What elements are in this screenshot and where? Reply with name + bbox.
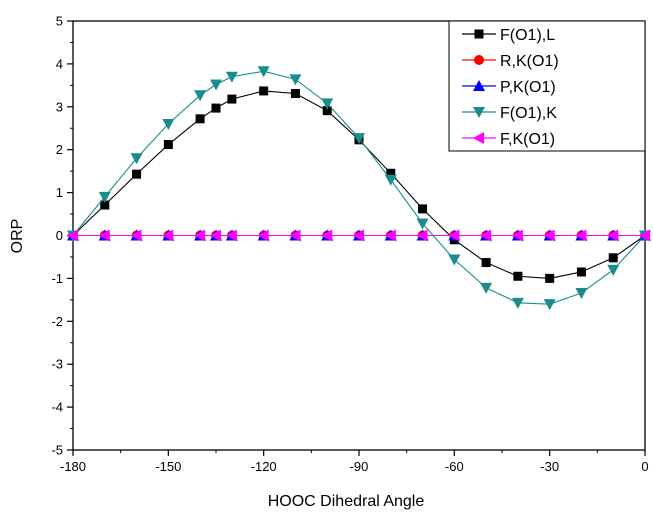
data-point xyxy=(130,229,142,242)
data-point xyxy=(480,282,493,294)
data-point xyxy=(480,229,492,242)
data-point xyxy=(321,229,333,242)
data-point xyxy=(575,287,588,299)
data-point xyxy=(448,229,460,242)
data-point xyxy=(386,168,396,178)
series-line xyxy=(72,90,646,279)
data-point xyxy=(225,229,237,242)
data-point xyxy=(98,229,110,242)
data-point xyxy=(576,267,586,277)
data-point xyxy=(481,258,491,268)
data-point xyxy=(290,89,300,99)
legend: F(O1),L R,K(O1) P,K(O1) F(O1),K F,K(O1) xyxy=(448,20,646,152)
data-point xyxy=(100,200,110,210)
legend-label: R,K(O1) xyxy=(500,53,559,70)
data-point xyxy=(607,229,619,242)
legend-item: F(O1),L xyxy=(462,27,555,44)
data-point xyxy=(289,229,301,242)
y-axis: 5 4 3 2 1 0 -1 -2 -3 -4 -5 xyxy=(51,14,73,458)
data-point xyxy=(225,71,238,83)
data-point xyxy=(98,191,111,203)
data-point xyxy=(353,133,365,145)
legend-item: R,K(O1) xyxy=(462,53,559,70)
x-tick-label: -150 xyxy=(155,459,181,474)
x-tick-label: -60 xyxy=(445,459,464,474)
data-point xyxy=(543,229,555,242)
data-point xyxy=(194,90,207,102)
y-tick-label: 5 xyxy=(56,14,63,29)
legend-marker xyxy=(474,29,484,39)
x-tick-label: -180 xyxy=(60,459,86,474)
series-4 xyxy=(67,229,650,242)
legend-item: P,K(O1) xyxy=(462,79,556,96)
x-tick-label: -90 xyxy=(350,459,369,474)
legend-item: F(O1),K xyxy=(462,105,557,122)
data-point xyxy=(132,169,142,179)
data-point xyxy=(545,273,555,283)
data-point xyxy=(257,66,270,78)
data-point xyxy=(511,229,523,242)
y-tick-label: 3 xyxy=(56,99,63,114)
y-axis-title: ORP xyxy=(9,219,26,254)
x-axis: -180 -150 -120 -90 -60 -30 0 xyxy=(60,450,649,474)
data-point xyxy=(607,264,620,276)
data-point xyxy=(210,79,222,91)
data-point xyxy=(384,174,397,186)
y-tick-label: -4 xyxy=(51,400,63,415)
data-point xyxy=(384,229,396,242)
data-point xyxy=(418,204,428,214)
legend-marker xyxy=(474,55,484,65)
data-point xyxy=(289,74,302,86)
y-tick-label: 1 xyxy=(56,185,63,200)
data-point xyxy=(162,229,174,242)
y-tick-label: -3 xyxy=(51,357,63,372)
legend-label: P,K(O1) xyxy=(500,79,556,96)
legend-label: F,K(O1) xyxy=(500,131,555,148)
data-point xyxy=(321,98,334,110)
data-point xyxy=(211,103,221,113)
y-tick-label: -2 xyxy=(51,314,63,329)
y-tick-label: 0 xyxy=(56,228,63,243)
data-point xyxy=(353,229,364,242)
data-point xyxy=(575,229,587,242)
data-point xyxy=(194,229,206,242)
data-point xyxy=(543,299,556,311)
data-point xyxy=(639,229,650,242)
x-tick-label: -30 xyxy=(540,459,559,474)
x-axis-title: HOOC Dihedral Angle xyxy=(268,493,425,510)
y-tick-label: -1 xyxy=(51,271,63,286)
data-point xyxy=(162,118,175,130)
data-point xyxy=(416,218,429,230)
series-layer xyxy=(67,66,651,311)
y-tick-label: 4 xyxy=(56,56,63,71)
data-point xyxy=(163,140,173,150)
legend-label: F(O1),L xyxy=(500,27,555,44)
data-point xyxy=(322,106,332,116)
data-point xyxy=(448,254,461,266)
y-tick-label: 2 xyxy=(56,142,63,157)
data-point xyxy=(227,94,237,104)
data-point xyxy=(513,271,523,281)
legend-marker xyxy=(473,107,485,118)
y-tick-label: -5 xyxy=(51,443,63,458)
x-tick-label: -120 xyxy=(251,459,277,474)
data-point xyxy=(259,86,269,96)
data-point xyxy=(195,114,205,124)
legend-marker xyxy=(473,132,484,144)
data-point xyxy=(130,153,143,165)
data-point xyxy=(511,297,524,309)
x-tick-label: 0 xyxy=(641,459,648,474)
legend-marker xyxy=(473,80,485,91)
legend-label: F(O1),K xyxy=(500,105,557,122)
data-point xyxy=(67,229,78,242)
data-point xyxy=(210,229,221,242)
legend-item: F,K(O1) xyxy=(462,131,555,148)
data-point xyxy=(608,253,618,263)
data-point xyxy=(257,229,269,242)
data-point xyxy=(416,229,428,242)
